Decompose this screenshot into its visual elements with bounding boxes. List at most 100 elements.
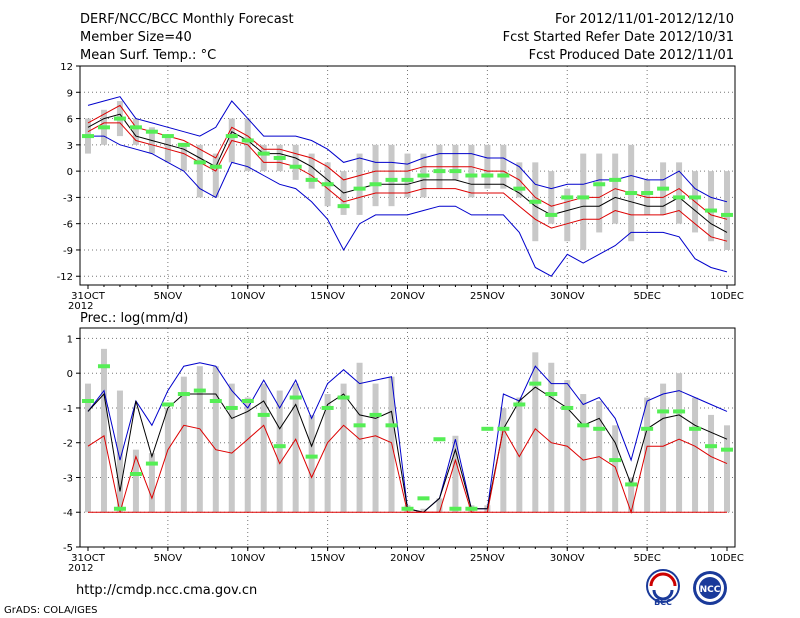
range-bar	[404, 153, 411, 198]
x-tick-label: 5DEC	[633, 291, 660, 302]
bcc-logo-icon: BCC	[646, 569, 680, 607]
green-mark	[417, 173, 430, 178]
range-bar	[468, 144, 475, 198]
range-bar	[196, 144, 203, 198]
y-tick-label: -6	[63, 220, 73, 231]
green-mark	[289, 164, 302, 169]
range-bar	[644, 397, 651, 513]
year-label: 2012	[68, 301, 93, 312]
range-bar	[324, 394, 331, 513]
green-mark	[337, 395, 350, 400]
green-mark	[561, 195, 574, 200]
green-mark	[321, 182, 334, 187]
range-bar	[196, 366, 203, 513]
range-bar	[260, 144, 267, 172]
green-mark	[673, 409, 686, 414]
green-mark	[721, 212, 733, 217]
range-bar	[212, 366, 219, 513]
y-tick-label: -4	[63, 508, 73, 519]
green-mark	[129, 125, 142, 130]
green-mark	[465, 506, 478, 511]
year-label: 2012	[68, 563, 93, 574]
range-bar	[292, 383, 299, 513]
range-bar	[500, 407, 507, 513]
green-mark	[529, 199, 542, 204]
green-mark	[625, 191, 638, 196]
start-date: Fcst Started Refer Date 2012/10/31	[502, 30, 734, 45]
range-bar	[596, 153, 603, 233]
x-tick-label: 10DEC	[710, 553, 744, 564]
range-bar	[532, 352, 539, 513]
green-mark	[257, 412, 270, 417]
y-tick-label: -1	[63, 404, 73, 415]
green-mark	[529, 381, 542, 386]
green-mark	[705, 208, 718, 213]
green-mark	[577, 423, 590, 428]
green-mark	[593, 426, 606, 431]
range-bar	[180, 144, 187, 172]
green-mark	[545, 212, 558, 217]
green-mark	[481, 426, 494, 431]
green-mark	[225, 405, 238, 410]
range-bar	[580, 153, 587, 250]
x-tick-label: 30NOV	[550, 291, 585, 302]
green-mark	[689, 195, 702, 200]
range-bar	[692, 397, 699, 513]
range-bar	[180, 376, 187, 513]
range-bar	[308, 414, 315, 513]
series-line-mean	[87, 113, 728, 233]
range-bar	[212, 153, 219, 198]
range-bar	[420, 508, 427, 513]
green-mark	[657, 409, 670, 414]
y-tick-label: -5	[63, 543, 73, 554]
green-mark	[82, 399, 94, 403]
green-mark	[449, 169, 462, 174]
green-mark	[385, 423, 398, 428]
chart-title: DERF/NCC/BCC Monthly Forecast	[80, 12, 294, 27]
green-mark	[609, 177, 622, 182]
green-mark	[721, 447, 733, 452]
green-mark	[289, 395, 302, 400]
range-bar	[340, 383, 347, 513]
green-mark	[465, 173, 478, 178]
green-mark	[625, 482, 638, 487]
y-tick-label: -12	[57, 272, 73, 283]
range-bar	[708, 414, 715, 513]
x-tick-label: 31OCT	[71, 553, 106, 564]
grads-credit: GrADS: COLA/IGES	[4, 605, 98, 616]
x-tick-label: 20NOV	[390, 553, 425, 564]
green-mark	[449, 506, 462, 511]
green-mark	[177, 392, 190, 397]
range-bar	[244, 397, 251, 513]
y-tick-label: 0	[67, 369, 73, 380]
green-mark	[321, 405, 334, 410]
range-bar	[436, 498, 443, 513]
y-tick-label: -3	[63, 473, 73, 484]
x-tick-label: 15NOV	[310, 291, 345, 302]
x-tick-label: 5DEC	[633, 553, 660, 564]
range-bar	[85, 383, 91, 513]
green-mark	[337, 204, 350, 209]
panel-frame	[79, 327, 736, 548]
x-tick-label: 10NOV	[230, 291, 265, 302]
range-bar	[148, 453, 155, 513]
y-tick-label: 12	[60, 62, 73, 73]
green-mark	[481, 173, 494, 178]
panel-frame	[79, 65, 736, 286]
x-tick-label: 5NOV	[154, 291, 183, 302]
green-mark	[417, 496, 430, 501]
range-bar	[308, 153, 315, 189]
green-mark	[609, 458, 622, 463]
range-bar	[564, 188, 571, 242]
green-mark	[273, 155, 286, 160]
green-mark	[97, 364, 110, 369]
range-bar	[132, 118, 139, 145]
range-bar	[388, 144, 395, 207]
green-mark	[577, 195, 590, 200]
range-bar	[260, 383, 267, 513]
range-bar	[724, 171, 730, 250]
green-mark	[545, 392, 558, 397]
range-bar	[356, 153, 363, 215]
green-mark	[145, 129, 158, 134]
range-bar	[164, 407, 171, 513]
